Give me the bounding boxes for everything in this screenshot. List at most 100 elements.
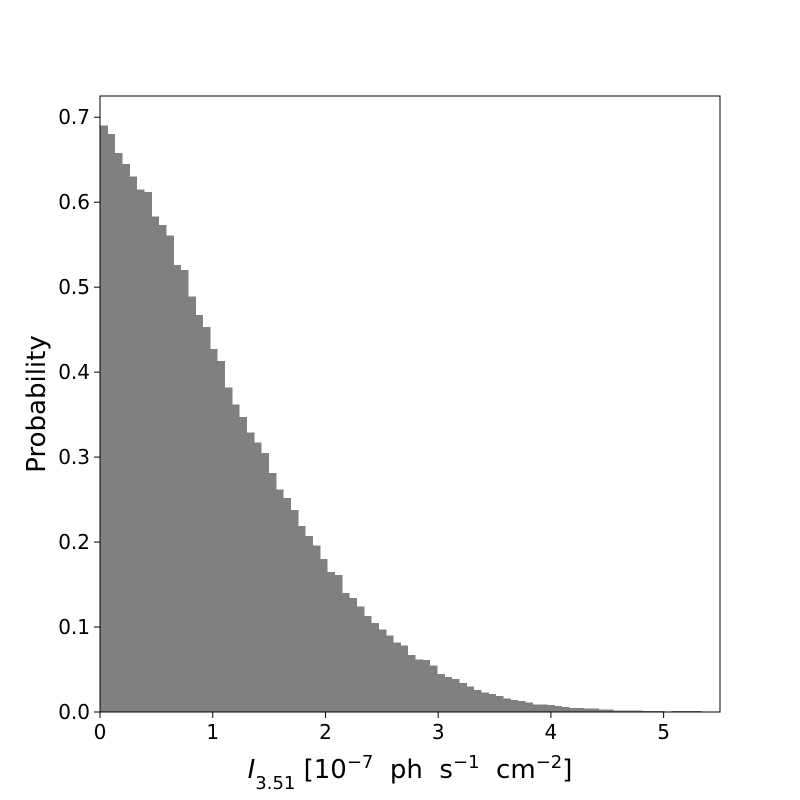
bar [349,598,357,712]
y-tick-label: 0.3 [58,445,90,469]
y-tick-label: 0.5 [58,275,90,299]
plot-frame [99,95,721,713]
bar [400,645,409,712]
bar [524,702,533,712]
x-tick-label: 2 [319,720,332,744]
bar [363,615,372,712]
x-tick-label: 1 [206,720,219,744]
bar [488,694,497,712]
x-axis-label-part: ] [562,755,572,785]
bar [627,710,636,712]
bar [312,545,321,712]
bar [583,708,592,712]
bar [554,706,563,712]
bar [568,707,577,712]
bar [612,710,621,712]
bar [422,660,431,712]
x-axis-label: I3.51 [10−7 ph s−1 cm−2] [248,752,573,794]
bar [444,677,453,712]
bar [371,622,379,712]
bar [561,706,570,712]
bar [429,665,438,712]
bar [466,686,475,712]
bar [100,125,108,713]
bar [290,509,299,712]
bar [253,442,262,712]
bar [517,700,526,712]
bar [341,593,350,712]
x-axis-label-part: −7 [347,752,374,773]
bar [217,361,226,712]
bar [407,655,416,712]
bar [327,571,335,712]
bar [165,235,174,712]
x-tick-label: 4 [545,720,558,744]
bar [173,265,182,712]
bar [297,525,306,712]
bar [473,689,482,712]
bar [114,152,123,713]
bar [151,216,160,712]
bar [385,635,394,712]
bar [393,642,401,712]
y-tick-label: 0.7 [58,105,90,129]
bar [356,606,365,712]
bar [305,536,313,712]
x-tick-label: 3 [432,720,445,744]
bar [437,673,445,712]
bar [605,709,614,712]
bar [319,559,328,712]
y-tick-label: 0.1 [58,615,90,639]
bar [209,349,218,712]
bar [224,387,233,712]
bar [451,678,460,712]
bar [107,134,116,712]
x-axis-label-part: 3.51 [255,773,295,794]
y-tick-label: 0.4 [58,360,90,384]
y-tick-label: 0.0 [58,700,90,724]
bar [620,710,629,712]
bar [129,176,138,713]
bar [590,708,599,712]
x-axis-label-part: [10 [295,755,347,785]
bar [195,315,204,712]
bar [503,698,511,712]
bar [576,707,585,712]
bar [546,705,555,712]
y-tick-label: 0.6 [58,190,90,214]
bar [634,710,643,712]
bar [481,692,489,712]
bar [180,270,189,712]
bar [239,417,248,712]
bar [261,452,270,712]
bar [275,489,284,712]
bar [598,709,607,712]
bar [532,704,541,712]
bar [415,659,423,712]
x-axis-label-part: ph s [373,755,453,785]
bar [231,404,240,712]
bar [158,225,167,712]
bar [246,432,255,712]
bar [136,189,145,713]
bar [268,473,277,712]
x-tick-label: 0 [94,720,107,744]
bar [334,575,343,712]
bar [202,327,211,712]
bar [143,192,152,712]
x-axis-label-part: I [248,755,256,785]
y-axis-label: Probability [22,335,52,472]
bar [283,497,292,712]
bar [121,163,130,712]
y-tick-label: 0.2 [58,530,90,554]
x-axis-label-part: −1 [453,752,480,773]
x-axis-label-part: cm [480,755,536,785]
x-tick-label: 5 [657,720,670,744]
bars [100,125,702,713]
x-axis-label-part: −2 [536,752,563,773]
bar [495,695,504,712]
bar [459,683,467,712]
bar [539,704,548,712]
bar [187,296,196,712]
